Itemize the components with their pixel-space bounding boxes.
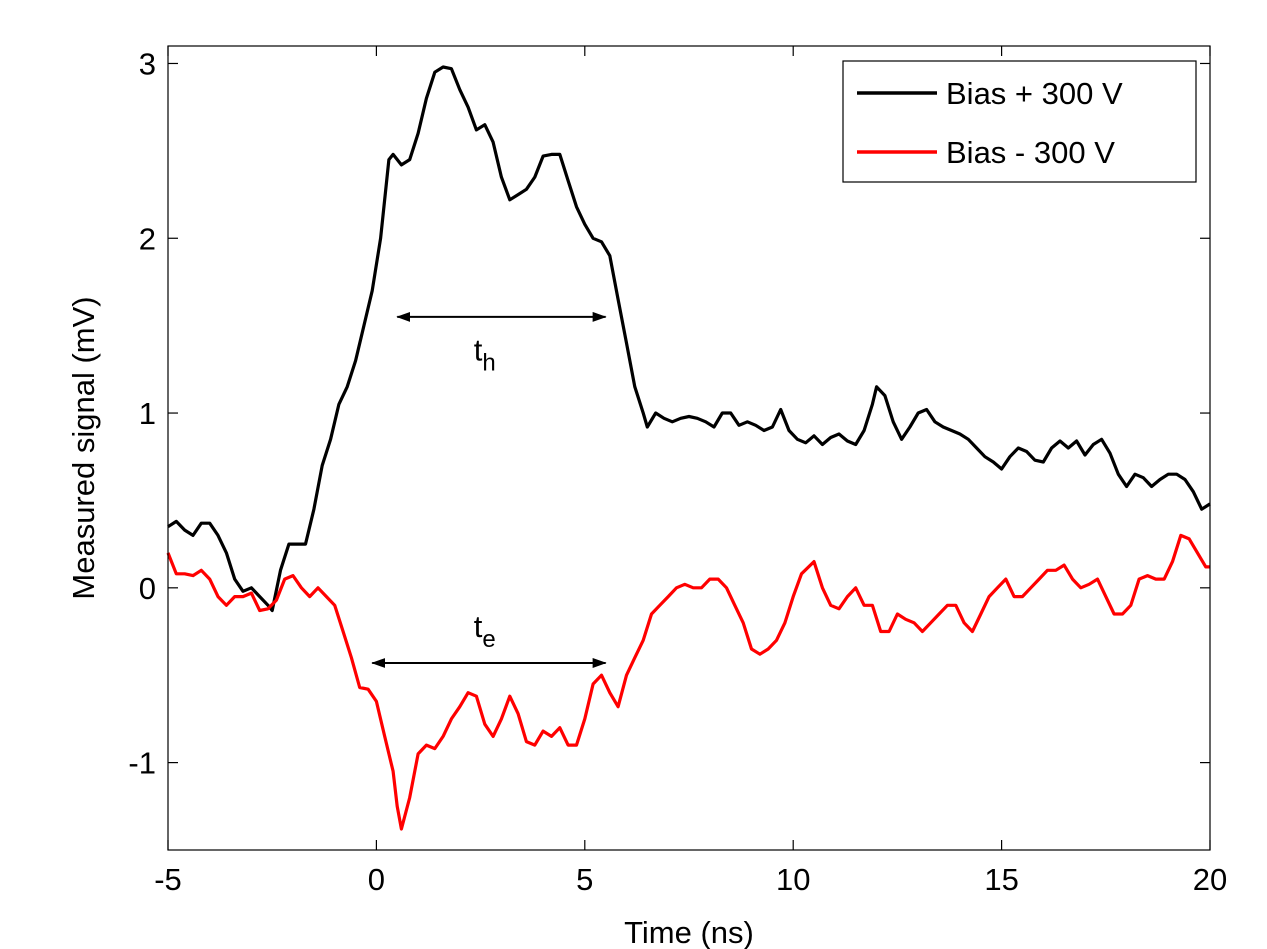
series-line-1	[167, 65, 1211, 613]
y-tick-label: 3	[139, 46, 156, 81]
y-tick-label: 1	[139, 396, 156, 431]
y-axis-label: Measured signal (mV)	[66, 296, 101, 599]
x-axis-ticks: -5 0 5 10 15 20	[154, 46, 1227, 897]
legend-box	[842, 60, 1197, 183]
y-axis-ticks: -1 0 1 2 3	[128, 46, 1210, 781]
y-tick-label: -1	[128, 746, 156, 781]
annotation-label-1: th	[474, 333, 496, 377]
x-tick-label: 5	[576, 862, 593, 897]
y-tick-label: 2	[139, 221, 156, 256]
series-layer	[166, 65, 1211, 831]
legend-label-1: Bias + 300 V	[946, 76, 1123, 111]
x-tick-label: 15	[984, 862, 1018, 897]
y-tick-label: 0	[139, 571, 156, 606]
x-tick-label: 10	[776, 862, 810, 897]
x-tick-label: 20	[1193, 862, 1227, 897]
series-line-2	[166, 533, 1210, 831]
x-tick-label: 0	[368, 862, 385, 897]
x-tick-label: -5	[154, 862, 182, 897]
axes-box	[167, 45, 1211, 851]
x-axis-label: Time (ns)	[624, 915, 754, 949]
legend-label-2: Bias - 300 V	[946, 135, 1115, 170]
legend: Bias + 300 V Bias - 300 V	[842, 60, 1197, 183]
